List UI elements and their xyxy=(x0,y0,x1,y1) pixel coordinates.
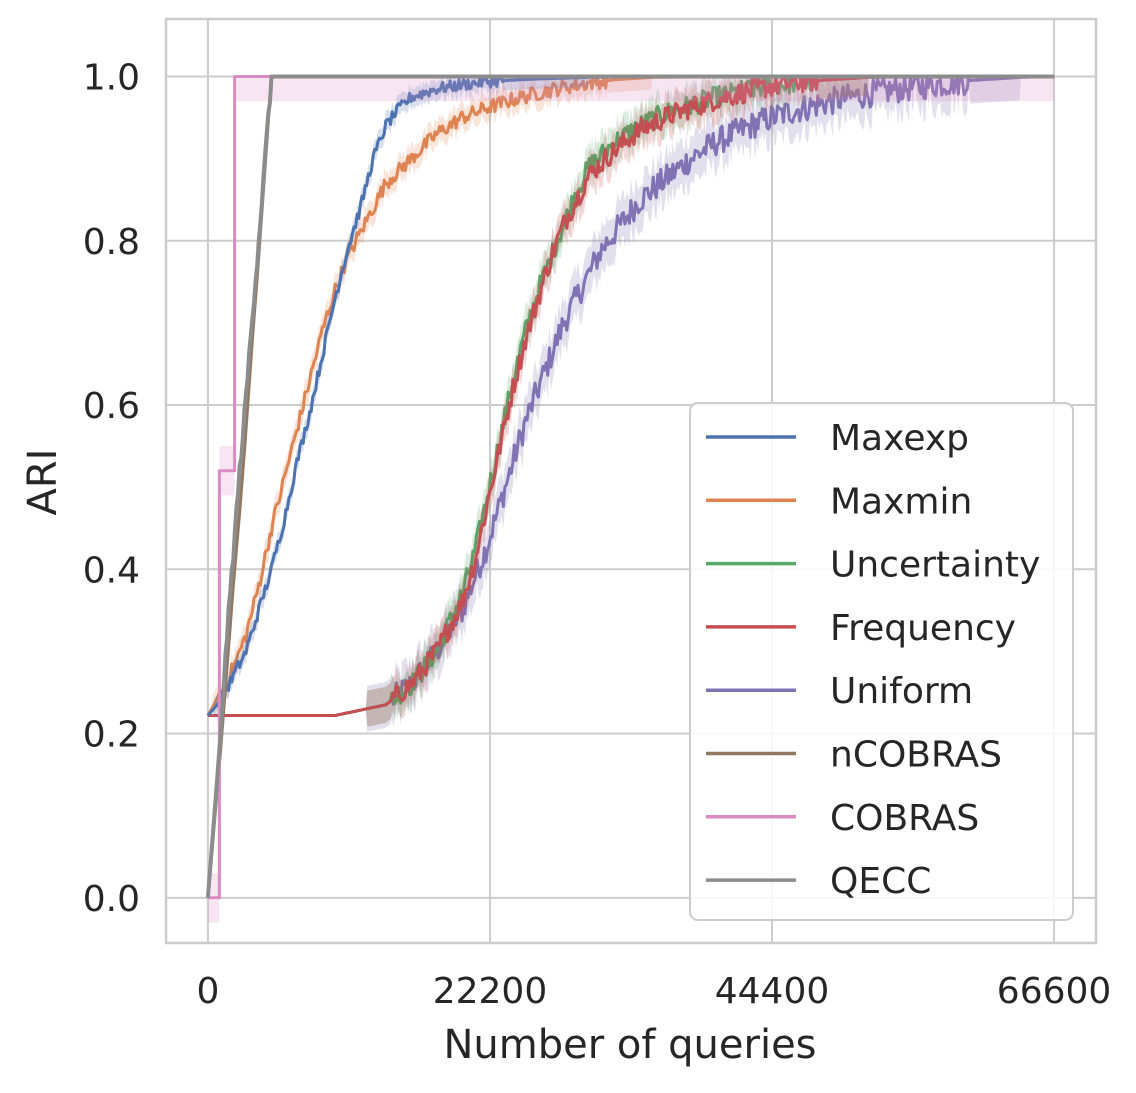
y-tick-label: 1.0 xyxy=(83,57,140,98)
x-axis-label: Number of queries xyxy=(443,1022,816,1068)
legend-label-uniform: Uniform xyxy=(830,671,973,712)
series-lines xyxy=(205,74,1055,923)
legend-label-maxmin: Maxmin xyxy=(830,481,972,522)
legend-label-qecc: QECC xyxy=(830,861,931,902)
series-line-qecc xyxy=(205,74,1055,898)
legend-label-maxexp: Maxexp xyxy=(830,418,969,459)
legend-label-uncertainty: Uncertainty xyxy=(830,545,1040,586)
y-tick-label: 0.0 xyxy=(83,879,140,920)
legend-label-cobras: COBRAS xyxy=(830,798,979,839)
y-axis-label: ARI xyxy=(20,449,66,516)
x-tick-label: 66600 xyxy=(997,971,1112,1012)
legend-label-ncobras: nCOBRAS xyxy=(830,735,1002,776)
legend: Maxexp Maxmin Uncertainty Frequency Uniform n… xyxy=(689,402,1074,921)
y-tick-label: 0.6 xyxy=(83,386,140,427)
x-tick-label: 44400 xyxy=(715,971,830,1012)
legend-label-frequency: Frequency xyxy=(830,608,1016,649)
y-tick-label: 0.8 xyxy=(83,222,140,263)
axes-frame xyxy=(164,17,1098,945)
legend-box xyxy=(689,402,1074,921)
x-tick-label: 22200 xyxy=(433,971,548,1012)
x-tick-label: 0 xyxy=(196,971,219,1012)
y-tick-label: 0.2 xyxy=(83,715,140,756)
y-tick-label: 0.4 xyxy=(83,550,140,591)
axes: 0 22200 44400 66600 0.0 0.2 0.4 0.6 0.8 1.0 xyxy=(83,17,1112,1012)
